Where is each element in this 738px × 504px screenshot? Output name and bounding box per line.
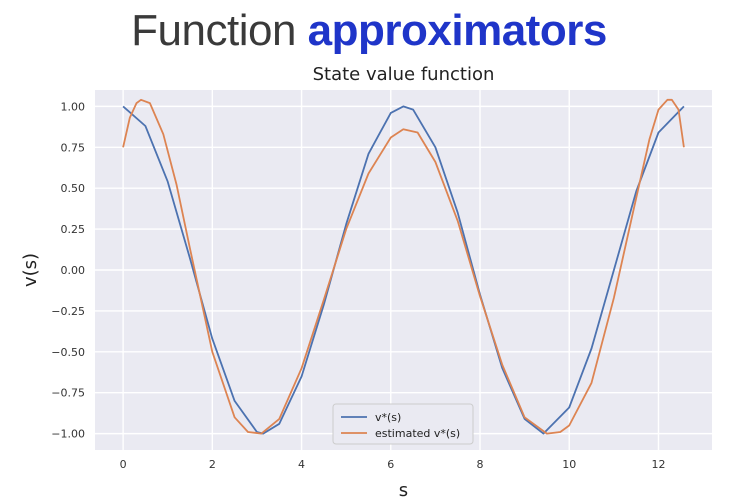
series-line-1 xyxy=(122,98,685,435)
y-tick-label: −0.25 xyxy=(51,305,85,318)
legend-label: v*(s) xyxy=(375,411,401,424)
series-layer xyxy=(122,98,685,435)
x-tick-label: 12 xyxy=(651,458,665,471)
chart-title: State value function xyxy=(313,64,495,85)
x-tick-label: 2 xyxy=(209,458,216,471)
x-tick-label: 0 xyxy=(120,458,127,471)
slide-title-text: Function xyxy=(131,6,296,55)
legend-box xyxy=(332,403,474,445)
y-tick-label: 1.00 xyxy=(61,100,86,113)
y-tick-label: 0.00 xyxy=(61,264,86,277)
slide-title: Function approximators xyxy=(0,6,738,56)
y-tick-label: −0.75 xyxy=(51,387,85,400)
x-tick-label: 10 xyxy=(562,458,576,471)
series-line-0 xyxy=(122,105,685,435)
tick-labels: 0 2 4 6 8 10 12 1.00 0.75 0.50 0.25 0.00 −0.25 −0.50 −… xyxy=(51,100,665,471)
y-tick-label: −0.50 xyxy=(51,346,85,359)
y-axis-label: v(s) xyxy=(20,253,41,287)
y-tick-label: −1.00 xyxy=(51,428,85,441)
y-tick-label: 0.75 xyxy=(61,141,86,154)
x-tick-label: 6 xyxy=(387,458,394,471)
x-tick-label: 8 xyxy=(477,458,484,471)
y-tick-label: 0.25 xyxy=(61,223,86,236)
x-axis-label: s xyxy=(399,480,408,501)
slide-title-emphasis: approximators xyxy=(307,6,608,55)
legend: v*(s) estimated v*(s) xyxy=(332,403,474,445)
x-tick-label: 4 xyxy=(298,458,305,471)
legend-label: estimated v*(s) xyxy=(375,427,460,440)
y-tick-label: 0.50 xyxy=(61,182,86,195)
